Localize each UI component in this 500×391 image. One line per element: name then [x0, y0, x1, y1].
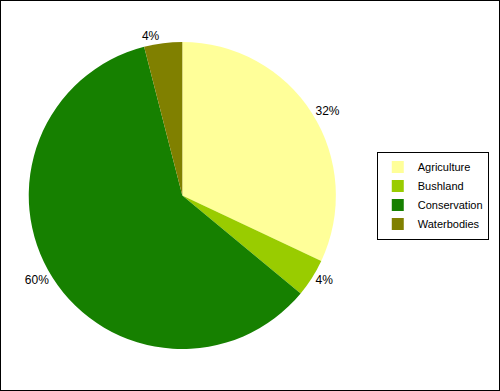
- svg-text:4%: 4%: [142, 29, 160, 43]
- svg-text:32%: 32%: [315, 104, 339, 118]
- svg-text:Agriculture: Agriculture: [418, 161, 471, 173]
- svg-text:4%: 4%: [315, 273, 333, 287]
- svg-text:Waterbodies: Waterbodies: [418, 218, 480, 230]
- svg-text:Bushland: Bushland: [418, 180, 464, 192]
- svg-text:60%: 60%: [25, 273, 49, 287]
- svg-text:Conservation: Conservation: [418, 199, 483, 211]
